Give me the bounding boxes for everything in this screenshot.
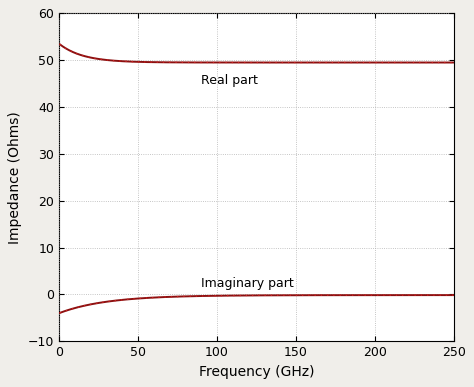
Text: Imaginary part: Imaginary part xyxy=(201,277,294,290)
X-axis label: Frequency (GHz): Frequency (GHz) xyxy=(199,365,314,378)
Y-axis label: Impedance (Ohms): Impedance (Ohms) xyxy=(9,111,22,244)
Text: Real part: Real part xyxy=(201,74,258,87)
